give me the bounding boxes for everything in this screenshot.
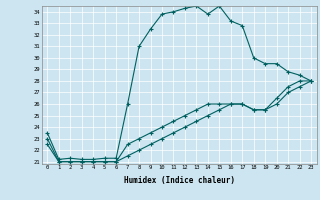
X-axis label: Humidex (Indice chaleur): Humidex (Indice chaleur) (124, 176, 235, 185)
